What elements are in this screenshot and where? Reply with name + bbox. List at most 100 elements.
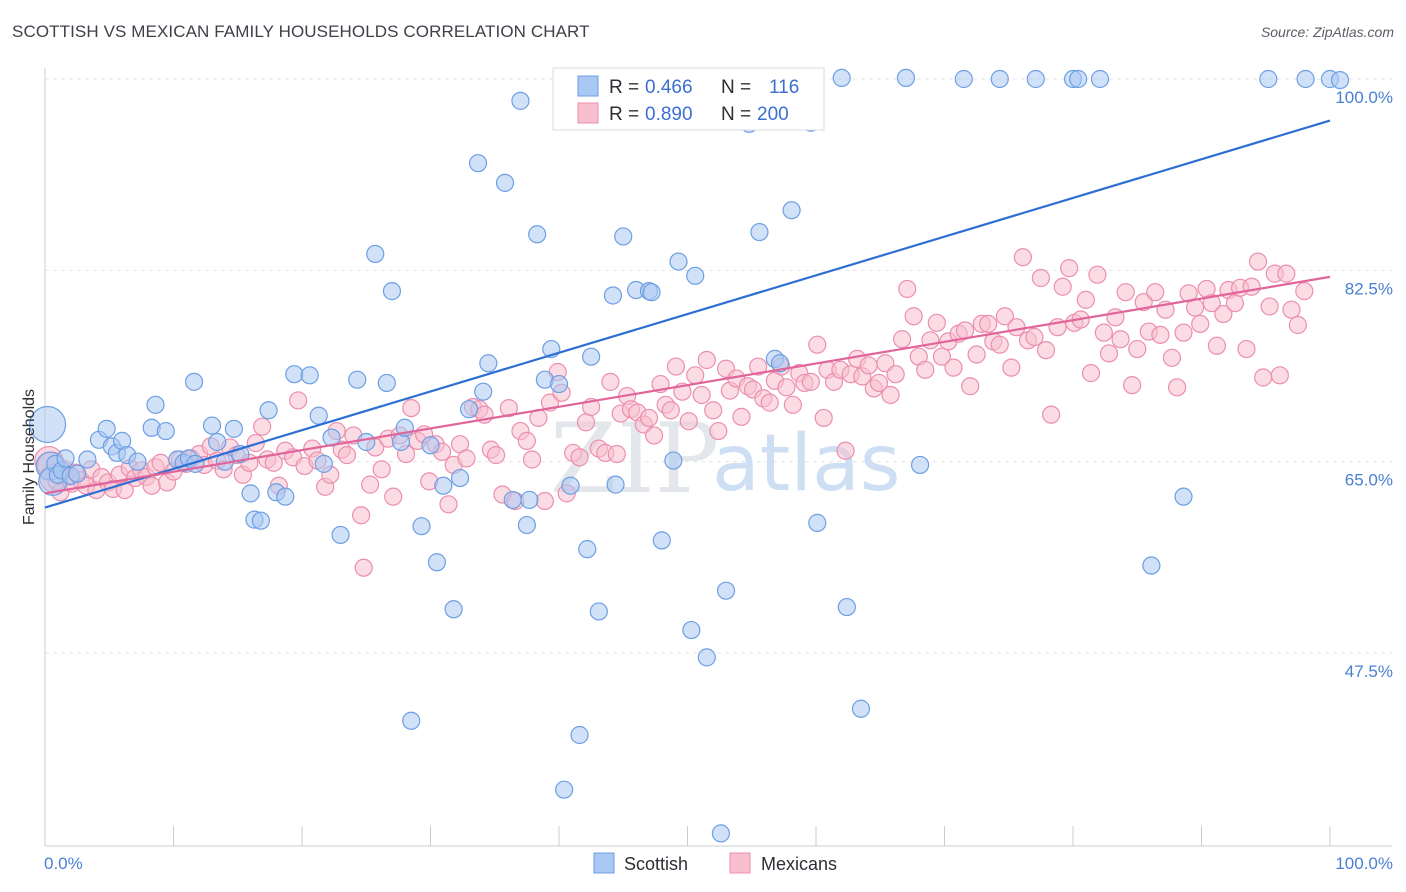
- mexican-point: [517, 431, 536, 450]
- mexican-point: [904, 307, 923, 326]
- mexican-point: [944, 358, 963, 377]
- mexican-point: [898, 279, 917, 299]
- scottish-point: [444, 600, 463, 619]
- scottish-point: [146, 395, 165, 414]
- mexican-point: [1134, 292, 1153, 312]
- legend-scottish-n-label: N =: [721, 77, 751, 98]
- mexican-trend-line: [44, 275, 1331, 495]
- scottish-point: [78, 450, 97, 469]
- mexican-point: [1036, 341, 1056, 360]
- mexican-point: [836, 441, 855, 460]
- mexican-point: [372, 460, 391, 479]
- scottish-point: [669, 252, 688, 271]
- scottish-point: [259, 401, 278, 420]
- scottish-point: [241, 484, 260, 503]
- scottish-point: [896, 68, 916, 88]
- mexican-points: [34, 248, 1314, 577]
- scottish-point: [549, 374, 569, 394]
- scottish-point: [468, 154, 488, 173]
- legend-mexican-n-label: N =: [721, 104, 751, 125]
- mexican-point: [995, 307, 1014, 326]
- scottish-point: [750, 222, 769, 242]
- mexican-point: [1094, 323, 1113, 342]
- mexican-point: [777, 378, 796, 397]
- y-tick-label: 47.5%: [1345, 662, 1393, 681]
- scottish-point: [511, 91, 530, 110]
- x-tick-marks: [44, 826, 1331, 846]
- scottish-point: [224, 419, 243, 438]
- mexican-point: [686, 366, 705, 385]
- chart-title: SCOTTISH VS MEXICAN FAMILY HOUSEHOLDS CO…: [12, 22, 590, 41]
- mexican-point: [1254, 368, 1273, 387]
- legend-swatch-mexican: [577, 102, 599, 124]
- scottish-point: [377, 373, 396, 393]
- mexican-point: [1174, 323, 1193, 342]
- mexican-point: [1031, 268, 1050, 288]
- scottish-point: [495, 173, 515, 192]
- scottish-point: [309, 406, 328, 425]
- legend-scottish-n-value: 116: [769, 77, 799, 98]
- mexican-point: [570, 448, 589, 467]
- source-label: Source: ZipAtlas.com: [1260, 24, 1394, 40]
- watermark-atlas: atlas: [712, 419, 901, 509]
- bottom-legend-swatch-scottish: [593, 852, 615, 874]
- scottish-point: [276, 487, 295, 506]
- mexican-point: [1025, 327, 1044, 347]
- mexican-point: [1053, 277, 1072, 296]
- scottish-point: [285, 365, 304, 384]
- scottish-point: [1296, 69, 1315, 89]
- legend-scottish-r-label: R =: [609, 77, 639, 98]
- scottish-point: [582, 347, 601, 366]
- mexican-point: [979, 314, 998, 334]
- scottish-point: [528, 225, 547, 244]
- scottish-point: [614, 227, 633, 246]
- scottish-point: [314, 454, 333, 473]
- scottish-trend-line: [44, 119, 1331, 509]
- scottish-point: [770, 354, 790, 373]
- mexican-point: [1277, 264, 1296, 283]
- mexican-point: [1207, 336, 1227, 355]
- mexican-point: [499, 398, 518, 418]
- y-axis-label: Family Households: [21, 389, 38, 525]
- scottish-point: [434, 476, 453, 495]
- mexican-point: [352, 506, 371, 525]
- mexican-point: [679, 412, 698, 431]
- scottish-point: [202, 416, 222, 435]
- scottish-point: [832, 68, 851, 88]
- legend-swatch-scottish: [577, 75, 599, 97]
- scottish-point: [589, 602, 608, 621]
- scottish-point: [474, 382, 493, 401]
- scottish-point: [1069, 69, 1088, 89]
- mexican-point: [576, 413, 596, 432]
- scottish-point: [366, 244, 385, 264]
- mexican-point: [808, 335, 827, 354]
- scottish-point: [156, 421, 175, 441]
- scottish-point: [300, 366, 319, 385]
- scottish-point: [1142, 556, 1161, 575]
- series-legend: Scottish Mexicans: [593, 852, 837, 874]
- scottish-point: [412, 517, 431, 536]
- scottish-point: [664, 451, 683, 470]
- mexican-point: [1282, 300, 1301, 319]
- scottish-point: [427, 553, 447, 572]
- mexican-point: [869, 373, 889, 393]
- mexican-point: [916, 360, 935, 379]
- scottish-point: [1090, 69, 1110, 89]
- scottish-point: [28, 405, 67, 444]
- mexican-point: [522, 450, 542, 469]
- mexican-point: [361, 475, 380, 494]
- mexican-point: [1042, 405, 1061, 424]
- mexican-point: [384, 487, 403, 506]
- mexican-point: [1162, 348, 1182, 367]
- scottish-point: [606, 475, 625, 494]
- mexican-point: [1111, 330, 1130, 349]
- mexican-point: [661, 401, 680, 420]
- mexican-point: [881, 385, 900, 405]
- mexican-point: [1237, 339, 1256, 359]
- mexican-point: [535, 491, 554, 511]
- mexican-point: [1128, 339, 1147, 359]
- scottish-point: [1026, 69, 1045, 89]
- scottish-point: [520, 490, 539, 510]
- mexican-point: [1002, 358, 1021, 377]
